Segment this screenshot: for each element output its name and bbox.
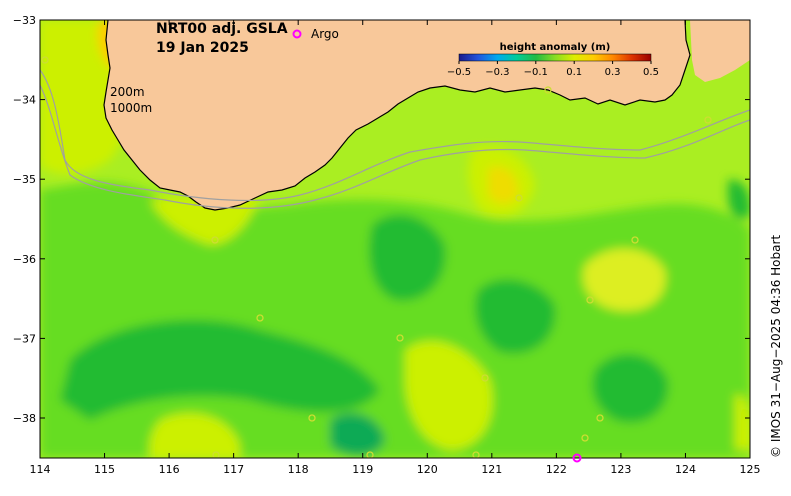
- colorbar-tick-label: −0.1: [524, 67, 548, 78]
- drifter-marker: [596, 414, 604, 422]
- y-tick-label: −36: [13, 253, 36, 266]
- x-tick-label: 124: [675, 463, 696, 476]
- colorbar-tick-label: 0.1: [566, 67, 582, 78]
- drifter-marker: [396, 334, 404, 342]
- drifter-marker: [256, 314, 264, 322]
- drifter-marker: [544, 86, 552, 94]
- x-tick-label: 120: [417, 463, 438, 476]
- credit-text: © IMOS 31−Aug−2025 04:36 Hobart: [769, 235, 783, 458]
- drifter-marker: [472, 451, 480, 458]
- contour-label-200m: 200m: [110, 85, 145, 99]
- field-yellow-green-se-edge: [735, 394, 750, 450]
- map-title-line1: NRT00 adj. GSLA: [156, 21, 288, 37]
- x-tick-label: 122: [546, 463, 567, 476]
- contour-200m: [40, 69, 750, 202]
- x-tick-label: 115: [94, 463, 115, 476]
- coastline: [103, 20, 691, 211]
- x-tick-label: 123: [610, 463, 631, 476]
- field-dark-green-sw: [60, 320, 380, 420]
- field-dark-green-fareast: [728, 179, 750, 219]
- field-yellow-green-south: [405, 341, 493, 450]
- argo-float-marker: [572, 453, 582, 463]
- x-tick-label: 121: [481, 463, 502, 476]
- drifter-marker: [212, 451, 220, 458]
- field-yellow-core: [488, 166, 519, 204]
- colorbar-tick-label: 0.5: [643, 67, 659, 78]
- field-dark-green-centre: [369, 214, 446, 301]
- x-tick-label: 114: [30, 463, 51, 476]
- map-title-line2: 19 Jan 2025: [156, 40, 249, 56]
- y-tick-label: −38: [13, 412, 36, 425]
- map-plot-area: [40, 20, 750, 458]
- drifter-marker: [41, 56, 49, 64]
- drifter-marker: [631, 236, 639, 244]
- contour-1000m: [40, 84, 750, 209]
- field-teal-south: [330, 412, 385, 456]
- land-mass: [104, 20, 690, 210]
- drifter-marker: [515, 194, 523, 202]
- x-tick-label: 117: [223, 463, 244, 476]
- x-axis: 114 115 116 117 118 119 120 121 122 123 124 125: [30, 20, 761, 476]
- drifter-markers: [41, 56, 712, 458]
- argo-legend-label: Argo: [311, 27, 339, 41]
- field-yellow-green-south-west: [149, 413, 240, 458]
- field-yellow-east: [583, 248, 666, 311]
- drifter-marker: [704, 116, 712, 124]
- colorbar-tick-label: 0.3: [605, 67, 621, 78]
- y-tick-label: −34: [13, 94, 36, 107]
- field-dark-green-se: [592, 353, 669, 423]
- y-tick-label: −33: [13, 14, 36, 27]
- colorbar-title: height anomaly (m): [500, 42, 611, 53]
- x-tick-label: 125: [740, 463, 761, 476]
- plot-frame: [39, 19, 751, 459]
- y-axis: −33 −34 −35 −36 −37 −38: [13, 14, 750, 425]
- drifter-marker: [481, 374, 489, 382]
- drifter-marker: [308, 414, 316, 422]
- colorbar-tick-label: −0.5: [447, 67, 471, 78]
- colorbar: [458, 53, 652, 62]
- x-tick-label: 118: [288, 463, 309, 476]
- colorbar-tick-label: −0.3: [485, 67, 509, 78]
- anomaly-field-blobs: [40, 20, 750, 458]
- drifter-marker: [366, 451, 374, 458]
- drifter-marker: [211, 236, 219, 244]
- land-mass-east: [690, 20, 750, 82]
- y-tick-label: −37: [13, 332, 36, 345]
- argo-legend-icon: [292, 29, 302, 39]
- field-dark-green-east: [474, 279, 556, 354]
- drifter-marker: [586, 296, 594, 304]
- colorbar-ticks: −0.5 −0.3 −0.1 0.1 0.3 0.5: [447, 61, 659, 78]
- x-tick-label: 119: [352, 463, 373, 476]
- contour-label-1000m: 1000m: [110, 101, 152, 115]
- drifter-marker: [581, 434, 589, 442]
- x-tick-label: 116: [159, 463, 180, 476]
- y-tick-label: −35: [13, 173, 36, 186]
